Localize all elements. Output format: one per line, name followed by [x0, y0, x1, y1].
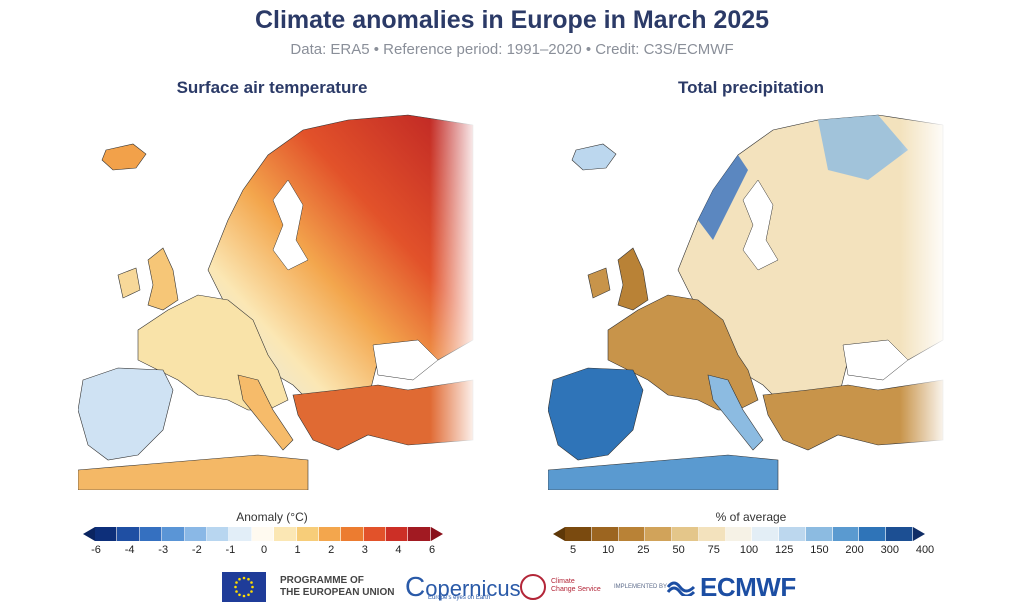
colorbar-segment [117, 527, 140, 541]
copernicus-word: opernicus [425, 576, 521, 601]
colorbar-segment [725, 527, 753, 541]
colorbar-segment [162, 527, 185, 541]
colorbar-tick-label: 75 [707, 544, 720, 556]
c3s-logo-icon [520, 574, 546, 600]
temperature-anomaly-map [78, 110, 478, 490]
precipitation-panel-title: Total precipitation [677, 78, 825, 97]
implemented-by-text: IMPLEMENTED BY [614, 584, 668, 590]
colorbar-segment [386, 527, 409, 541]
colorbar-tick-label: 1 [294, 544, 301, 556]
colorbar-tick-label: 10 [602, 544, 615, 556]
temperature-colorbar-label: Anomaly (°C) [236, 510, 308, 524]
colorbar-tick-label: 2 [328, 544, 335, 556]
colorbar-segment [251, 527, 275, 541]
colorbar-tick-label: -3 [158, 544, 169, 556]
colorbar-segment [408, 527, 431, 541]
colorbar-tick-label: 4 [395, 544, 402, 556]
logo-bar: PROGRAMME OF THE EUROPEAN UNION Copernic… [0, 568, 1024, 605]
colorbar-tick-label: 0 [260, 544, 268, 556]
temperature-colorbar [83, 527, 443, 541]
colorbar-segment [296, 527, 319, 541]
colorbar-segment [95, 527, 118, 541]
colorbar-tick-label: 5 [569, 544, 577, 556]
colorbar-tick-label: 100 [739, 544, 759, 556]
programme-line1: PROGRAMME OF [280, 575, 364, 586]
colorbar-segment [363, 527, 387, 541]
precipitation-percent-map [548, 110, 948, 490]
copernicus-c: C [405, 571, 426, 602]
eu-flag-logo [222, 572, 266, 602]
colorbar-segment [229, 527, 252, 541]
colorbar-segment [698, 527, 726, 541]
colorbar-tick-label: 150 [810, 544, 829, 556]
colorbar-segment [341, 527, 364, 541]
colorbar-tick-label: -2 [191, 544, 202, 556]
precipitation-colorbar [553, 527, 925, 541]
colorbar-segment [886, 527, 913, 541]
colorbar-segment [565, 527, 592, 541]
colorbar-segment [779, 527, 806, 541]
colorbar-tick-label: -4 [124, 544, 135, 556]
copernicus-tagline: Europe's eyes on Earth [428, 595, 491, 601]
colorbar-extend-right [430, 527, 443, 541]
colorbar-segment [318, 527, 342, 541]
colorbar-segment [618, 527, 646, 541]
temperature-panel-title: Surface air temperature [176, 78, 368, 97]
ecmwf-logo: ECMWF [700, 572, 796, 602]
colorbar-segment [832, 527, 860, 541]
colorbar-segment [672, 527, 699, 541]
colorbar-segment [206, 527, 230, 541]
colorbar-tick-label: 6 [428, 544, 436, 556]
c3s-line1: Climate [551, 578, 575, 585]
temperature-colorbar-ticks: -6 -4 -3 -2 -1 0 1 2 3 4 6 [91, 544, 436, 558]
colorbar-segment [645, 527, 673, 541]
ecmwf-mark-icon [666, 581, 696, 596]
colorbar-segment [752, 527, 780, 541]
colorbar-tick-label: 400 [915, 544, 935, 556]
colorbar-tick-label: 200 [845, 544, 864, 556]
colorbar-tick-label: -1 [225, 544, 236, 556]
eu-programme-text: PROGRAMME OF THE EUROPEAN UNION [280, 575, 394, 599]
precipitation-colorbar-ticks: 5 10 25 50 75 100 125 150 200 300 400 [569, 544, 934, 558]
colorbar-segment [139, 527, 163, 541]
colorbar-segment [805, 527, 833, 541]
colorbar-segment [859, 527, 887, 541]
colorbar-tick-label: 3 [361, 544, 368, 556]
colorbar-tick-label: 125 [775, 544, 794, 556]
colorbar-tick-label: 300 [880, 544, 899, 556]
colorbar-tick-label: 25 [637, 544, 650, 556]
colorbar-extend-left [83, 527, 95, 541]
copernicus-logo: Copernicus [405, 571, 521, 603]
colorbar-tick-label: 50 [672, 544, 685, 556]
page-subtitle: Data: ERA5 • Reference period: 1991–2020… [290, 41, 734, 58]
colorbar-extend-right [912, 527, 925, 541]
c3s-logo-text: Climate Change Service [551, 578, 601, 594]
colorbar-segment [591, 527, 619, 541]
programme-line2: THE EUROPEAN UNION [280, 587, 395, 598]
colorbar-segment [274, 527, 297, 541]
colorbar-segment [184, 527, 207, 541]
colorbar-extend-left [553, 527, 565, 541]
colorbar-tick-label: -6 [91, 544, 101, 556]
page-title: Climate anomalies in Europe in March 202… [254, 6, 770, 34]
c3s-line2: Change Service [551, 586, 601, 593]
precipitation-colorbar-label: % of average [715, 510, 787, 524]
